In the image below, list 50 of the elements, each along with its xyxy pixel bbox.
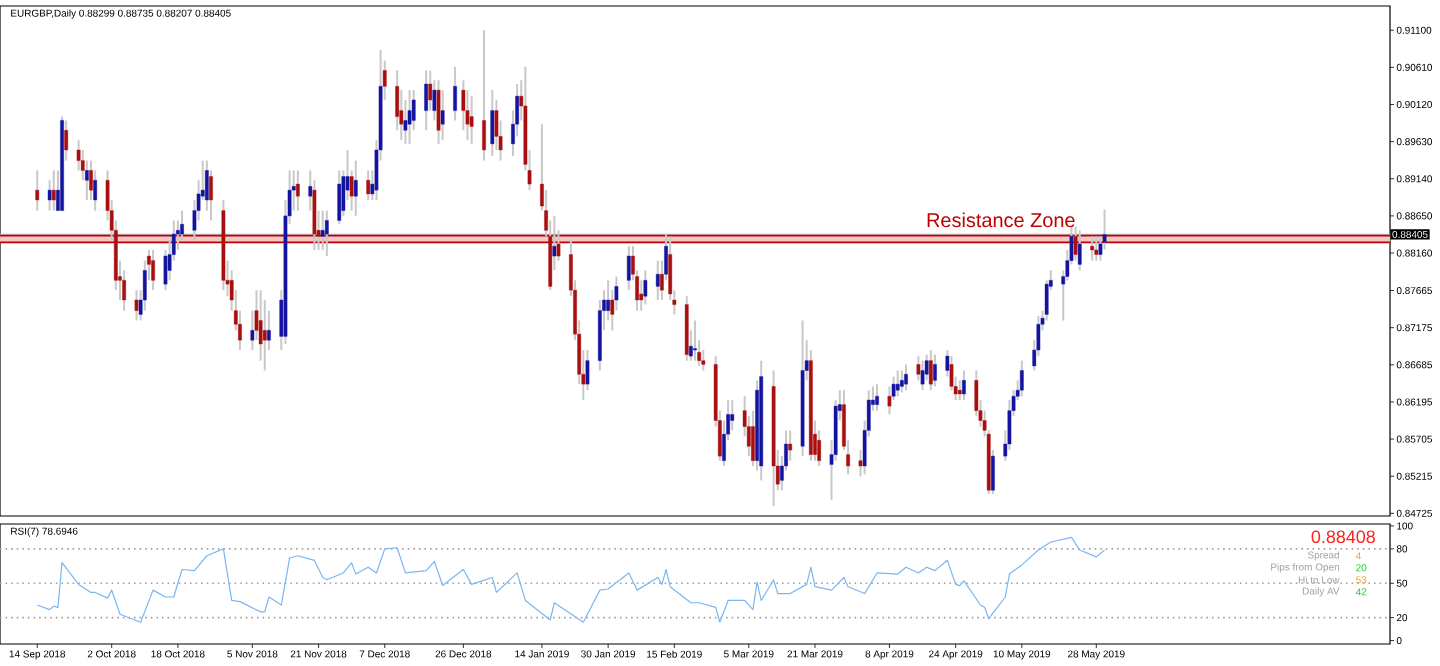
candlestick: [655, 259, 660, 302]
candlestick: [134, 289, 139, 322]
candlestick: [1019, 359, 1024, 398]
candlestick: [353, 159, 358, 217]
candlestick: [916, 355, 921, 382]
candlestick: [490, 89, 495, 158]
candlestick: [35, 169, 40, 212]
candlestick: [151, 249, 155, 292]
candlestick: [93, 169, 97, 212]
candlestick: [585, 349, 590, 392]
candlestick: [482, 29, 486, 162]
candlestick: [209, 169, 213, 222]
candlestick: [606, 279, 610, 322]
candlestick: [403, 98, 408, 145]
candlestick: [407, 89, 412, 145]
candlestick: [205, 159, 209, 212]
candlestick: [904, 363, 908, 392]
candlestick: [924, 353, 929, 382]
candlestick: [436, 79, 441, 145]
candlestick: [395, 69, 399, 132]
candlestick: [453, 65, 457, 122]
candlestick: [817, 429, 821, 467]
candlestick: [64, 119, 69, 162]
candlestick: [962, 369, 966, 402]
candlestick: [643, 269, 648, 306]
candlestick: [424, 69, 428, 132]
candlestick: [895, 369, 900, 398]
candlestick: [122, 269, 126, 312]
candlestick: [76, 139, 81, 172]
ref-line-label: Resistance Zone: [927, 212, 1075, 228]
annotation: 0.88408: [1311, 530, 1375, 544]
candlestick: [920, 359, 925, 392]
candlestick: [337, 169, 342, 226]
candlestick: [949, 355, 954, 392]
candlestick: [469, 95, 474, 145]
candlestick: [900, 369, 904, 394]
candlestick: [626, 245, 631, 292]
candlestick: [258, 289, 263, 362]
candlestick: [693, 319, 697, 362]
candlestick: [933, 353, 937, 388]
candlestick: [51, 169, 56, 212]
candlestick: [296, 169, 300, 212]
candlestick: [875, 383, 879, 412]
candlestick: [366, 169, 371, 201]
candlestick: [461, 79, 466, 132]
line-series: [36, 536, 1106, 623]
candlestick: [320, 209, 325, 251]
candlestick: [887, 385, 892, 416]
candlestick: [928, 349, 933, 392]
candlestick: [730, 399, 735, 432]
